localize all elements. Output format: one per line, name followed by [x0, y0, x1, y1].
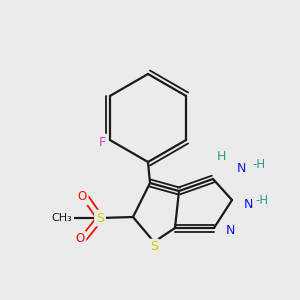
Text: N: N	[243, 199, 253, 212]
Text: N: N	[225, 224, 235, 238]
Text: S: S	[150, 241, 158, 254]
Text: F: F	[98, 136, 106, 148]
Text: -H: -H	[252, 158, 266, 172]
Text: O: O	[75, 232, 85, 245]
Text: S: S	[96, 212, 104, 224]
Text: O: O	[77, 190, 87, 203]
Text: CH₃: CH₃	[52, 213, 72, 223]
Text: -H: -H	[255, 194, 268, 208]
Text: N: N	[236, 163, 246, 176]
Text: H: H	[216, 151, 226, 164]
